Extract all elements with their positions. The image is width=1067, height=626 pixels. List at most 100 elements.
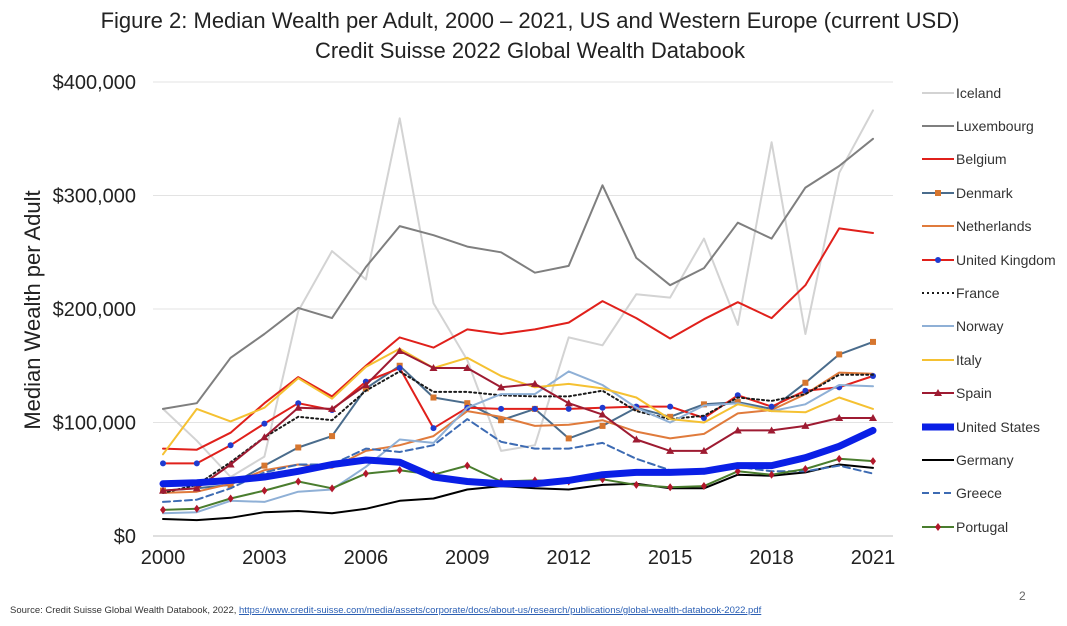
data-point: [464, 461, 471, 470]
source-link[interactable]: https://www.credit-suisse.com/media/asse…: [239, 605, 762, 616]
series-line: [162, 340, 874, 492]
legend-label: Luxembourg: [956, 118, 1034, 135]
legend-label: Greece: [956, 485, 1002, 502]
data-point: [565, 435, 572, 442]
legend-swatch: [922, 125, 954, 128]
data-point: [463, 364, 472, 372]
source-note: Source: Credit Suisse Global Wealth Data…: [10, 605, 761, 616]
data-point: [801, 421, 810, 429]
data-point: [869, 413, 877, 421]
data-point: [699, 446, 708, 454]
series-netherlands: [162, 371, 874, 494]
y-axis-label: Median Wealth per Adult: [20, 190, 45, 429]
data-point: [396, 466, 403, 475]
legend-label: Iceland: [956, 84, 1002, 101]
x-tick-label: 2000: [141, 547, 186, 569]
y-axis-ticks: $0 $100,000 $200,000 $300,000 $400,000: [53, 72, 136, 548]
data-point: [700, 401, 707, 408]
series-iceland: [162, 109, 874, 478]
gridlines: [153, 81, 893, 537]
data-point: [294, 403, 303, 411]
series-line: [162, 227, 874, 451]
data-point: [700, 482, 707, 491]
series-line: [162, 109, 874, 478]
data-point: [836, 454, 843, 463]
data-point: [227, 442, 234, 449]
legend-item: United States: [920, 410, 1067, 443]
series-line: [159, 426, 877, 488]
x-tick-label: 2018: [749, 547, 794, 569]
legend-item: Greece: [920, 477, 1067, 510]
data-point: [295, 400, 302, 407]
legend-swatch: [922, 325, 954, 328]
series-united-states: [159, 426, 877, 488]
legend-swatch: [922, 522, 954, 531]
data-point: [836, 351, 843, 358]
data-point: [193, 460, 200, 467]
data-point: [429, 364, 438, 372]
series-greece: [162, 418, 874, 503]
legend-item: Belgium: [920, 143, 1067, 176]
data-point: [396, 365, 403, 372]
y-tick-label: $0: [114, 526, 136, 548]
data-point: [329, 433, 336, 440]
data-point: [734, 399, 741, 406]
data-point: [362, 385, 369, 392]
data-point: [261, 420, 268, 427]
title-line-2: Credit Suisse 2022 Global Wealth Databoo…: [314, 38, 746, 63]
data-point: [361, 381, 370, 389]
data-point: [295, 477, 302, 486]
data-point: [497, 383, 506, 391]
data-point: [598, 410, 607, 418]
series-line: [162, 347, 874, 456]
x-axis-ticks: 2000 2003 2006 2009 2012 2015 2018 2021: [141, 547, 896, 569]
data-point: [667, 483, 674, 492]
legend-item: Luxembourg: [920, 109, 1067, 142]
data-point: [599, 422, 606, 429]
legend-item: Iceland: [920, 76, 1067, 109]
legend-swatch: [922, 358, 954, 361]
legend-swatch: [922, 91, 954, 94]
data-point: [935, 522, 941, 531]
data-point: [498, 405, 505, 412]
data-point: [261, 486, 268, 495]
data-point: [870, 457, 876, 466]
series-united-kingdom: [160, 365, 876, 467]
data-point: [870, 338, 876, 345]
legend-item: Denmark: [920, 176, 1067, 209]
legend-item: Germany: [920, 443, 1067, 476]
data-point: [666, 446, 675, 454]
legend-label: Spain: [956, 385, 992, 402]
data-point: [227, 494, 234, 503]
legend-label: Italy: [956, 351, 982, 368]
series-luxembourg: [162, 137, 874, 410]
x-tick-label: 2021: [851, 547, 896, 569]
data-point: [227, 481, 234, 488]
legend-label: Germany: [956, 451, 1014, 468]
data-point: [667, 413, 674, 420]
data-point: [530, 379, 539, 387]
data-point: [329, 484, 336, 493]
data-point: [160, 460, 166, 467]
data-point: [767, 426, 776, 434]
legend-swatch: [922, 189, 954, 196]
legend-item: Spain: [920, 377, 1067, 410]
y-tick-label: $300,000: [53, 186, 136, 208]
y-tick-label: $200,000: [53, 299, 136, 321]
data-point: [633, 480, 640, 489]
legend: Iceland Luxembourg Belgium Denmark Netherlan…: [920, 76, 1067, 543]
legend-swatch: [922, 389, 954, 397]
series-norway: [162, 370, 874, 515]
data-point: [565, 405, 572, 412]
series-line: [162, 371, 874, 494]
legend-label: United States: [956, 418, 1041, 435]
data-point: [160, 505, 166, 514]
data-point: [733, 426, 742, 434]
chart-title: Figure 2: Median Wealth per Adult, 2000 …: [80, 6, 980, 66]
data-point: [226, 460, 235, 468]
legend-label: Norway: [956, 318, 1004, 335]
series-line: [162, 137, 874, 410]
data-point: [564, 399, 573, 407]
series-line: [162, 418, 874, 503]
